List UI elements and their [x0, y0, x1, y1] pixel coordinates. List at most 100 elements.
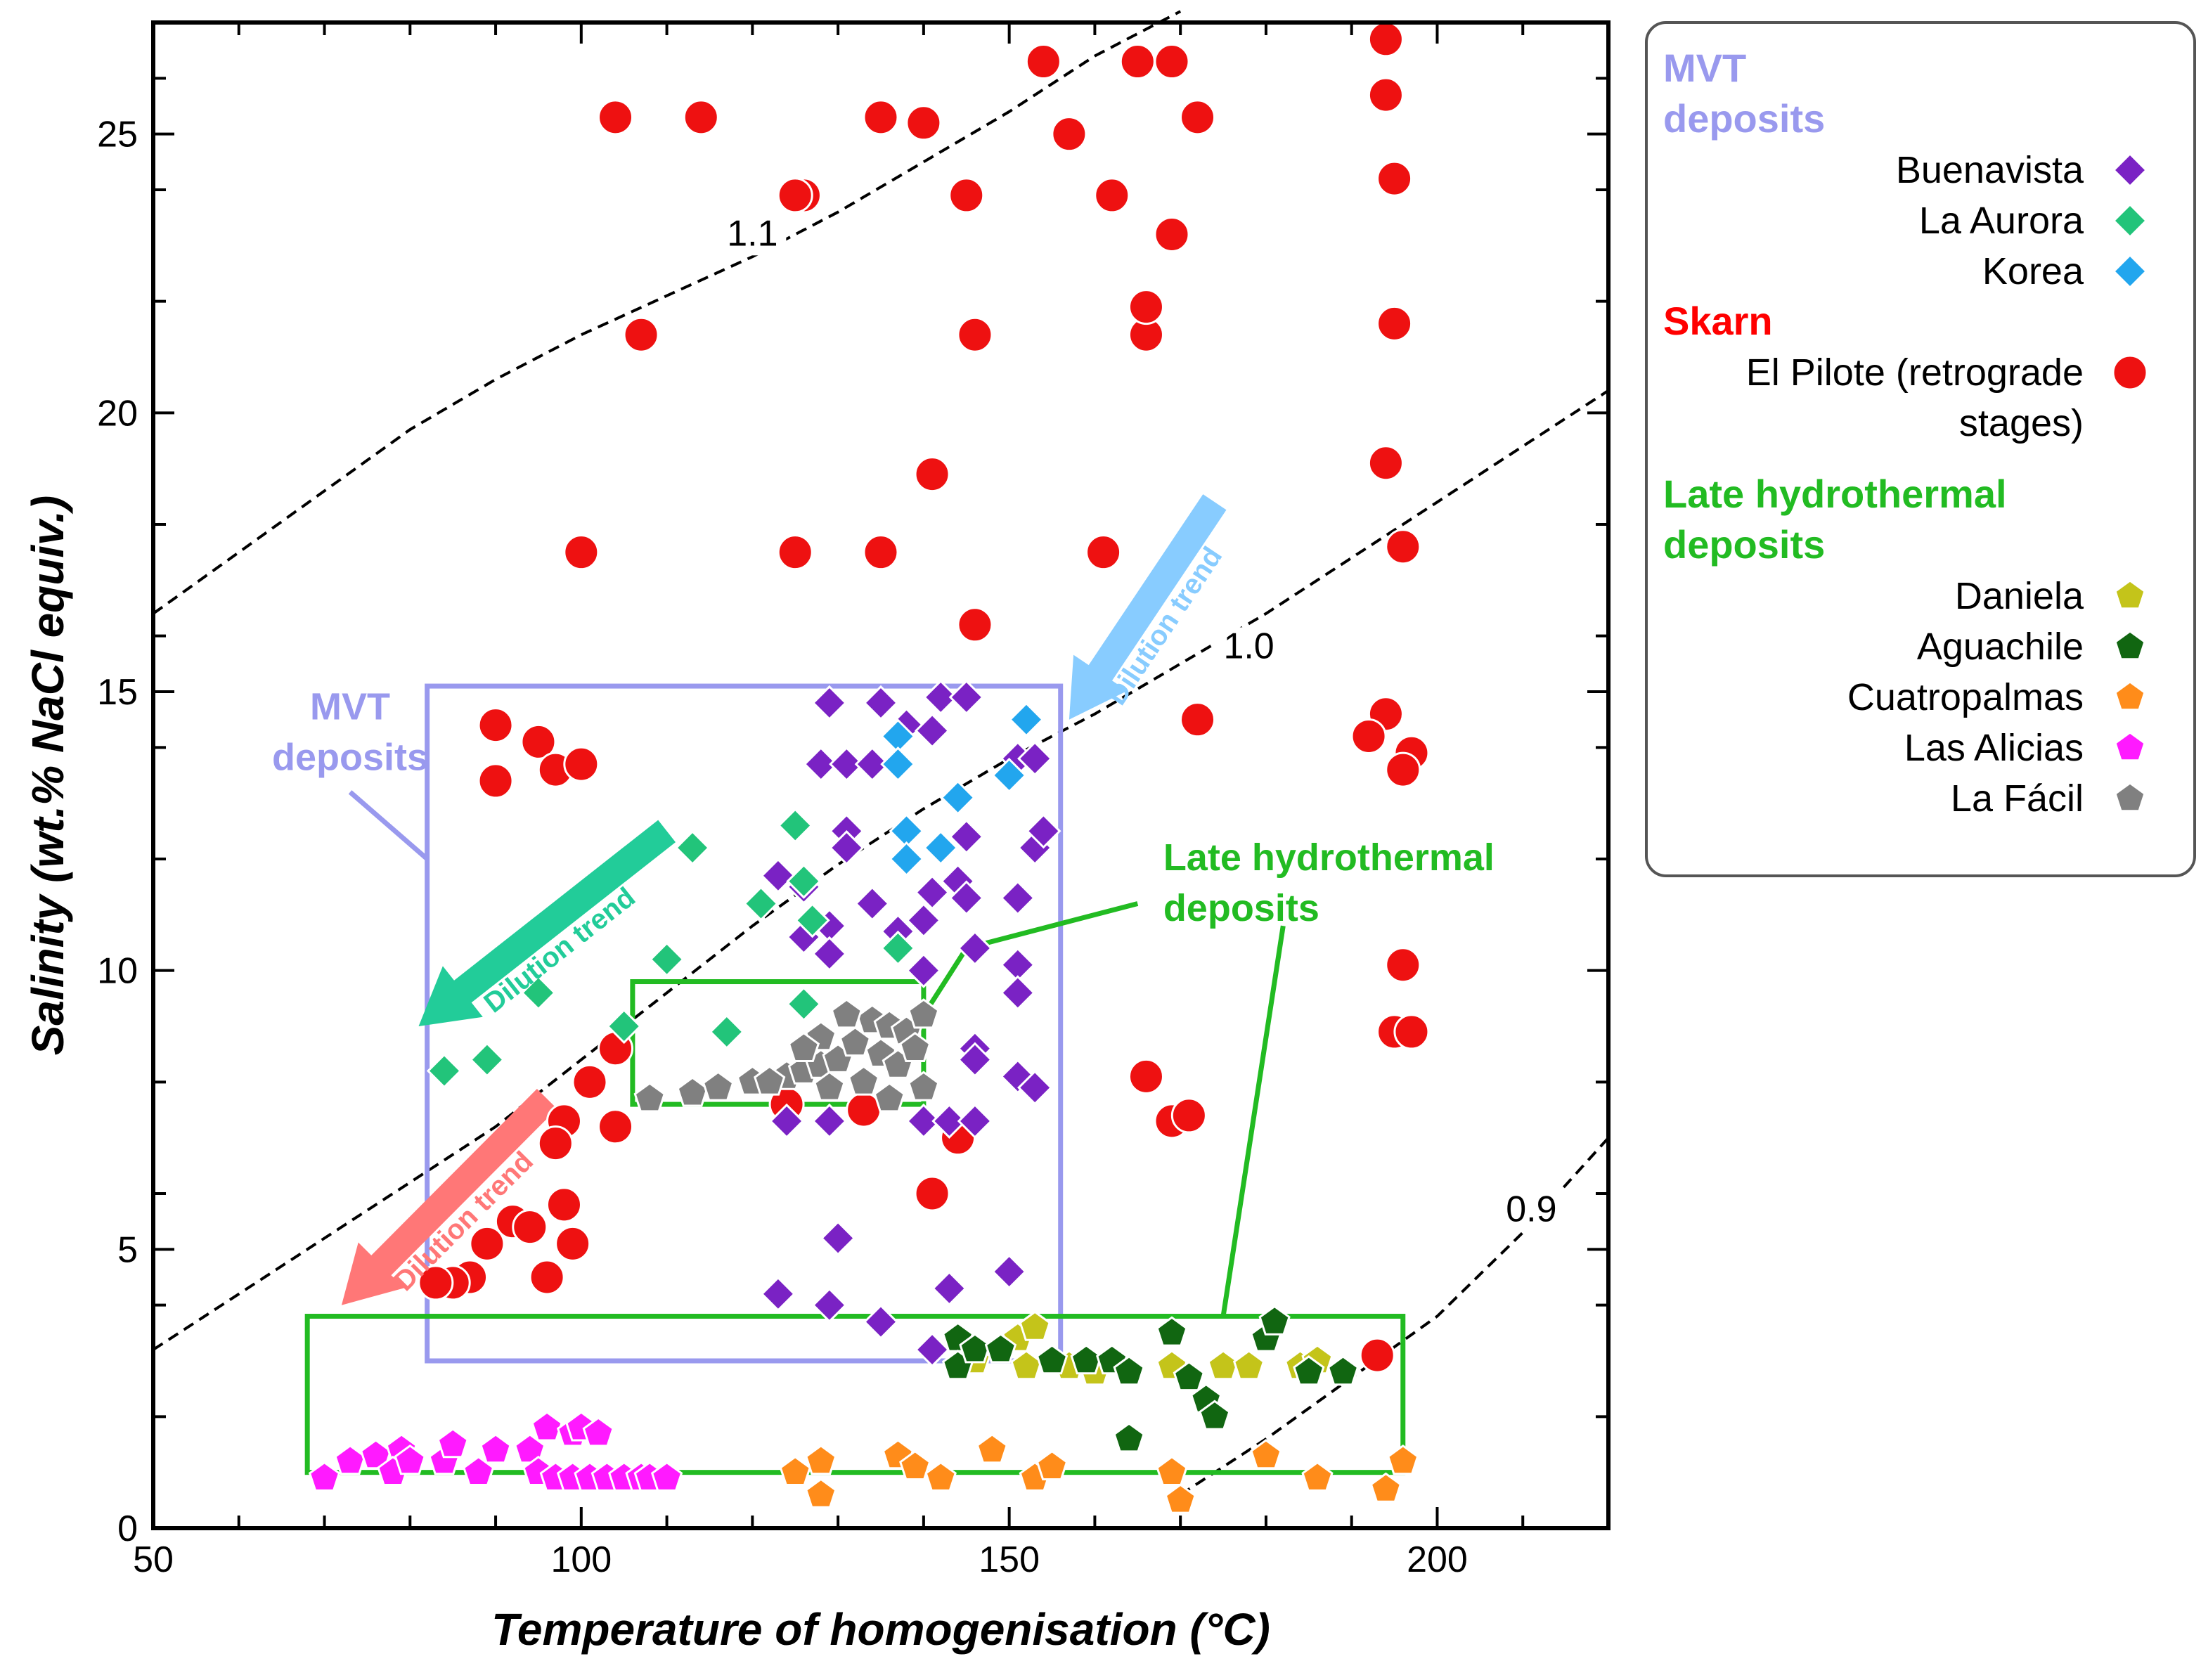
point-la-facil: [830, 998, 863, 1029]
point-el-pilote-retrograde-stages: [520, 723, 557, 760]
point-el-pilote-retrograde-stages: [469, 1225, 505, 1262]
point-cuatropalmas: [805, 1444, 837, 1475]
legend-group-title: deposits: [1663, 96, 1825, 141]
point-buenavista: [811, 1103, 848, 1139]
point-korea: [889, 841, 924, 877]
point-buenavista: [854, 746, 890, 782]
point-el-pilote-retrograde-stages: [418, 1265, 454, 1301]
point-daniela: [1232, 1350, 1265, 1381]
x-tick-label: 150: [979, 1539, 1040, 1580]
point-aguachile: [1156, 1316, 1188, 1347]
point-el-pilote-retrograde-stages: [1128, 1058, 1164, 1094]
point-buenavista: [829, 746, 865, 782]
point-las-alicias: [582, 1416, 614, 1447]
point-buenavista: [829, 829, 865, 866]
point-el-pilote-retrograde-stages: [598, 1109, 634, 1145]
point-la-facil: [908, 998, 940, 1029]
point-buenavista: [811, 936, 848, 972]
point-el-pilote-retrograde-stages: [1393, 1014, 1430, 1050]
legend-group-title: deposits: [1663, 522, 1825, 567]
point-cuatropalmas: [1250, 1439, 1282, 1470]
y-tick-label: 25: [97, 115, 138, 155]
legend-group-title: Skarn: [1663, 299, 1773, 343]
point-buenavista: [1000, 975, 1035, 1011]
point-la-facil: [702, 1071, 735, 1101]
point-buenavista: [1017, 741, 1053, 777]
density-curves: [152, 10, 1610, 1497]
legend-group-title: Late hydrothermal: [1663, 472, 2007, 516]
point-el-pilote-retrograde-stages: [623, 316, 659, 353]
point-el-pilote-retrograde-stages: [1094, 177, 1130, 214]
point-el-pilote-retrograde-stages: [512, 1209, 548, 1246]
series-la-facil: [633, 998, 940, 1113]
point-aguachile: [984, 1333, 1017, 1364]
y-tick-label: 20: [97, 393, 138, 434]
point-el-pilote-retrograde-stages: [905, 105, 942, 141]
series-korea: [880, 702, 1045, 877]
point-la-aurora: [426, 1053, 463, 1089]
dilution-arrows: [341, 494, 1227, 1305]
point-la-facil: [633, 1082, 666, 1113]
point-la-aurora: [880, 930, 916, 967]
point-cuatropalmas: [1301, 1461, 1334, 1492]
point-el-pilote-retrograde-stages: [1385, 751, 1421, 788]
point-el-pilote-retrograde-stages: [1367, 445, 1404, 482]
point-buenavista: [957, 1103, 993, 1139]
density-label-bg: [1215, 627, 1283, 668]
point-el-pilote-retrograde-stages: [1025, 44, 1061, 80]
point-buenavista: [811, 685, 848, 721]
point-buenavista: [803, 746, 839, 782]
point-korea: [923, 829, 959, 866]
point-cuatropalmas: [1164, 1483, 1196, 1514]
point-buenavista: [1017, 1070, 1053, 1106]
point-buenavista: [991, 1253, 1027, 1290]
point-el-pilote-retrograde-stages: [1359, 1337, 1395, 1374]
point-el-pilote-retrograde-stages: [572, 1064, 608, 1100]
point-el-pilote-retrograde-stages: [1350, 718, 1387, 754]
point-el-pilote-retrograde-stages: [563, 534, 600, 571]
point-la-aurora: [777, 808, 813, 844]
point-la-aurora: [786, 863, 822, 899]
point-las-alicias: [650, 1461, 683, 1492]
late-leader-line-lower: [1220, 925, 1286, 1317]
point-el-pilote-retrograde-stages: [563, 746, 600, 782]
data-points: [308, 21, 1430, 1514]
point-buenavista: [948, 880, 984, 916]
point-el-pilote-retrograde-stages: [1180, 702, 1216, 738]
point-la-aurora: [743, 886, 779, 922]
region-label: MVT: [310, 686, 390, 728]
legend-marker-aguachile: [2114, 630, 2146, 661]
point-las-alicias: [463, 1455, 495, 1486]
point-el-pilote-retrograde-stages: [1085, 534, 1122, 571]
point-el-pilote-retrograde-stages: [1385, 947, 1421, 983]
point-la-aurora: [469, 1042, 505, 1078]
legend-group-title: MVT: [1663, 46, 1746, 90]
legend-entry-label: stages): [1959, 402, 2084, 444]
region-late-hydrothermal-deposits: [304, 1314, 1406, 1475]
series-buenavista: [760, 679, 1061, 1368]
point-la-aurora: [649, 941, 685, 977]
legend-entry-label: Las Alicias: [1904, 727, 2084, 769]
point-el-pilote-retrograde-stages: [957, 607, 993, 643]
point-la-aurora: [674, 829, 711, 866]
series-la-aurora: [426, 808, 916, 1089]
legend-marker-daniela: [2114, 579, 2146, 610]
point-la-aurora: [520, 975, 557, 1011]
point-aguachile: [1293, 1355, 1325, 1386]
point-el-pilote-retrograde-stages: [1180, 99, 1216, 136]
point-buenavista: [914, 874, 950, 910]
x-tick-label: 100: [550, 1539, 612, 1580]
point-el-pilote-retrograde-stages: [957, 316, 993, 353]
y-tick-label: 10: [97, 951, 138, 992]
legend-marker-korea: [2112, 253, 2148, 290]
point-el-pilote-retrograde-stages: [1154, 216, 1190, 252]
point-aguachile: [1173, 1360, 1206, 1392]
dilution-arrow: [1069, 494, 1227, 720]
point-korea: [940, 780, 976, 815]
point-el-pilote-retrograde-stages: [914, 1175, 950, 1212]
x-tick-label: 200: [1407, 1539, 1468, 1580]
region-label: Late hydrothermal: [1163, 836, 1495, 879]
mvt-leader-line: [348, 790, 429, 861]
point-aguachile: [1113, 1422, 1145, 1453]
